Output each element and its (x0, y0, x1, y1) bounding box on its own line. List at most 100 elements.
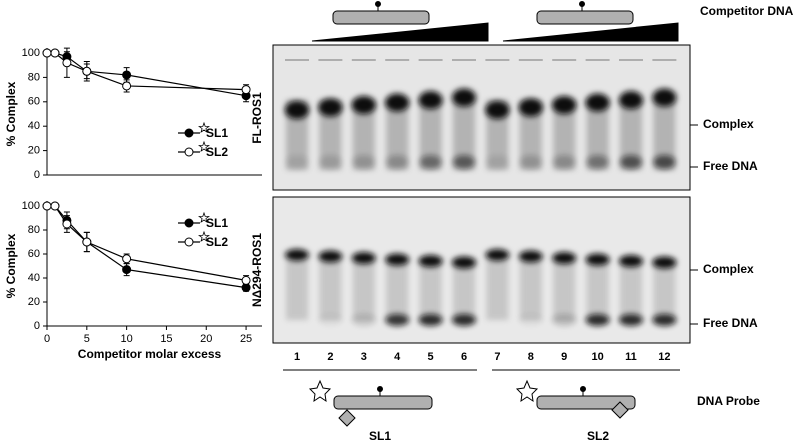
x-tick-label: 15 (160, 333, 172, 345)
y-tick-label: 0 (34, 169, 40, 181)
lane-label: 11 (625, 351, 637, 363)
band-label: Complex (703, 117, 754, 131)
free-band (653, 155, 676, 169)
point (42, 48, 52, 58)
lane-labels: 1 2 3 4 5 6 7 8 9 10 11 12 (294, 351, 671, 363)
free-band (652, 314, 677, 326)
legend-marker (184, 147, 194, 157)
lane-label: 2 (327, 351, 333, 363)
point (122, 70, 132, 80)
free-band (453, 155, 475, 169)
legend-star (198, 230, 210, 242)
complex-band (585, 93, 610, 112)
complex-band (418, 255, 443, 267)
free-band (519, 155, 542, 169)
y-tick-label: 20 (28, 296, 40, 308)
complex-band (652, 88, 677, 107)
smear (620, 260, 642, 320)
legend-star (198, 121, 210, 133)
smear (486, 260, 509, 320)
x-tick-label: 5 (84, 333, 90, 345)
free-band (586, 155, 609, 169)
y-tick-label: 60 (28, 96, 40, 108)
competitor-label: Competitor DNA (700, 4, 794, 18)
lane-label: 10 (591, 351, 603, 363)
complex-band (285, 101, 309, 119)
band-label: Complex (703, 262, 754, 276)
lane-label: 7 (494, 351, 500, 363)
band-label: Free DNA (703, 316, 758, 330)
point (82, 66, 92, 76)
legend-star (198, 211, 210, 223)
complex-band (418, 91, 443, 109)
line (47, 52, 247, 97)
legend-label: SL1 (206, 216, 228, 230)
complex-band (485, 249, 510, 261)
lane-label: 8 (528, 351, 534, 363)
legend-label: SL1 (206, 126, 228, 140)
free-band (386, 155, 409, 169)
point (241, 275, 251, 285)
free-band (585, 314, 610, 326)
free-band (619, 314, 643, 326)
free-band (552, 314, 577, 326)
complex-band (385, 93, 410, 112)
smear (453, 260, 475, 320)
free-band (319, 155, 342, 169)
legend-label: SL2 (206, 235, 228, 249)
lane-label: 5 (428, 351, 434, 363)
legend-star (198, 140, 210, 152)
legend-marker (184, 237, 194, 247)
y-tick-label: 100 (22, 47, 40, 59)
x-tick-label: 0 (44, 333, 50, 345)
x-tick-label: 20 (200, 333, 212, 345)
smear (519, 100, 542, 170)
complex-band (518, 250, 543, 263)
point (122, 81, 132, 91)
complex-band (552, 96, 577, 114)
complex-band (652, 256, 677, 269)
free-band (452, 314, 476, 326)
smear (586, 100, 609, 170)
free-band (486, 155, 509, 169)
probe-label: DNA Probe (697, 394, 760, 408)
point (122, 254, 132, 264)
y-tick-label: 0 (34, 320, 40, 332)
probe-name: SL1 (369, 429, 391, 443)
y-axis-label: % Complex (4, 81, 18, 146)
smear (653, 100, 676, 170)
lane-label: 3 (361, 351, 367, 363)
free-band (553, 155, 576, 169)
y-tick-label: 40 (28, 120, 40, 132)
complex-band (452, 88, 476, 107)
lane-label: 6 (461, 351, 467, 363)
smear (586, 260, 609, 320)
lane-label: 4 (394, 351, 401, 363)
smear (319, 100, 342, 170)
line (47, 52, 247, 91)
y-tick-label: 20 (28, 145, 40, 157)
smear (319, 260, 342, 320)
y-tick-label: 40 (28, 272, 40, 284)
point (241, 85, 251, 95)
free-band (518, 314, 543, 326)
free-band (286, 155, 308, 169)
free-band (352, 155, 375, 169)
smear (519, 260, 542, 320)
y-axis-label: % Complex (4, 233, 18, 298)
complex-band (585, 253, 610, 266)
legend-label: SL2 (206, 145, 228, 159)
smear (386, 100, 409, 170)
x-tick-label: 25 (240, 333, 252, 345)
smear (553, 260, 576, 320)
gel-label: FL-ROS1 (250, 92, 264, 144)
lane-label: 12 (658, 351, 670, 363)
point (42, 201, 52, 211)
free-band (419, 155, 442, 169)
complex-band (285, 249, 309, 261)
smear (352, 100, 375, 170)
point (62, 219, 72, 229)
smear (653, 260, 676, 320)
point (122, 265, 132, 275)
